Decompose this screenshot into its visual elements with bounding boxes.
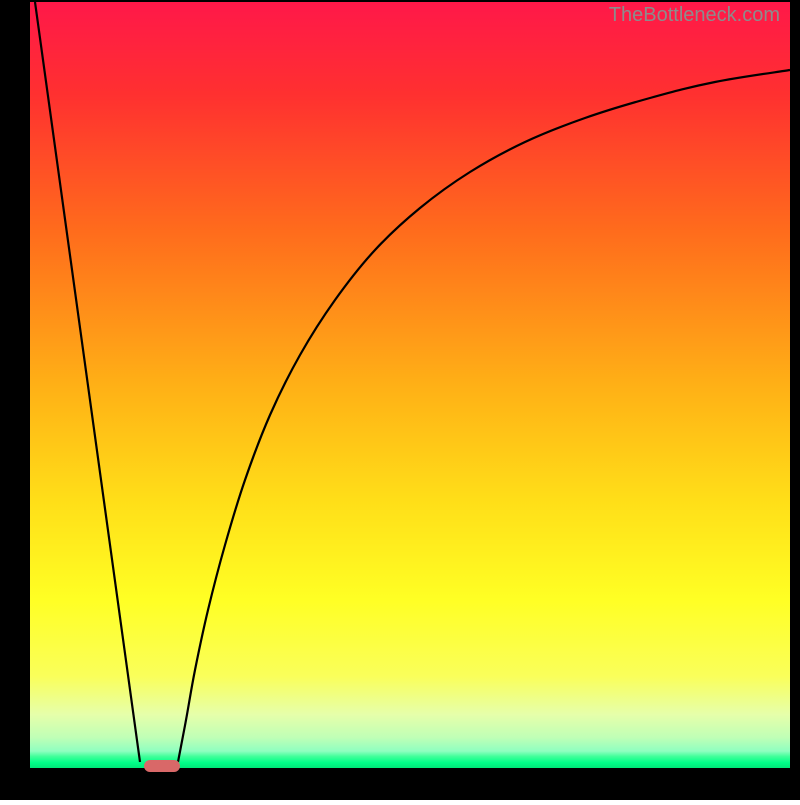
minimum-marker [144, 760, 180, 772]
plot-area [30, 2, 790, 768]
watermark: TheBottleneck.com [609, 4, 780, 27]
chart-container: TheBottleneck.com [0, 0, 800, 800]
bottleneck-chart [0, 0, 800, 800]
